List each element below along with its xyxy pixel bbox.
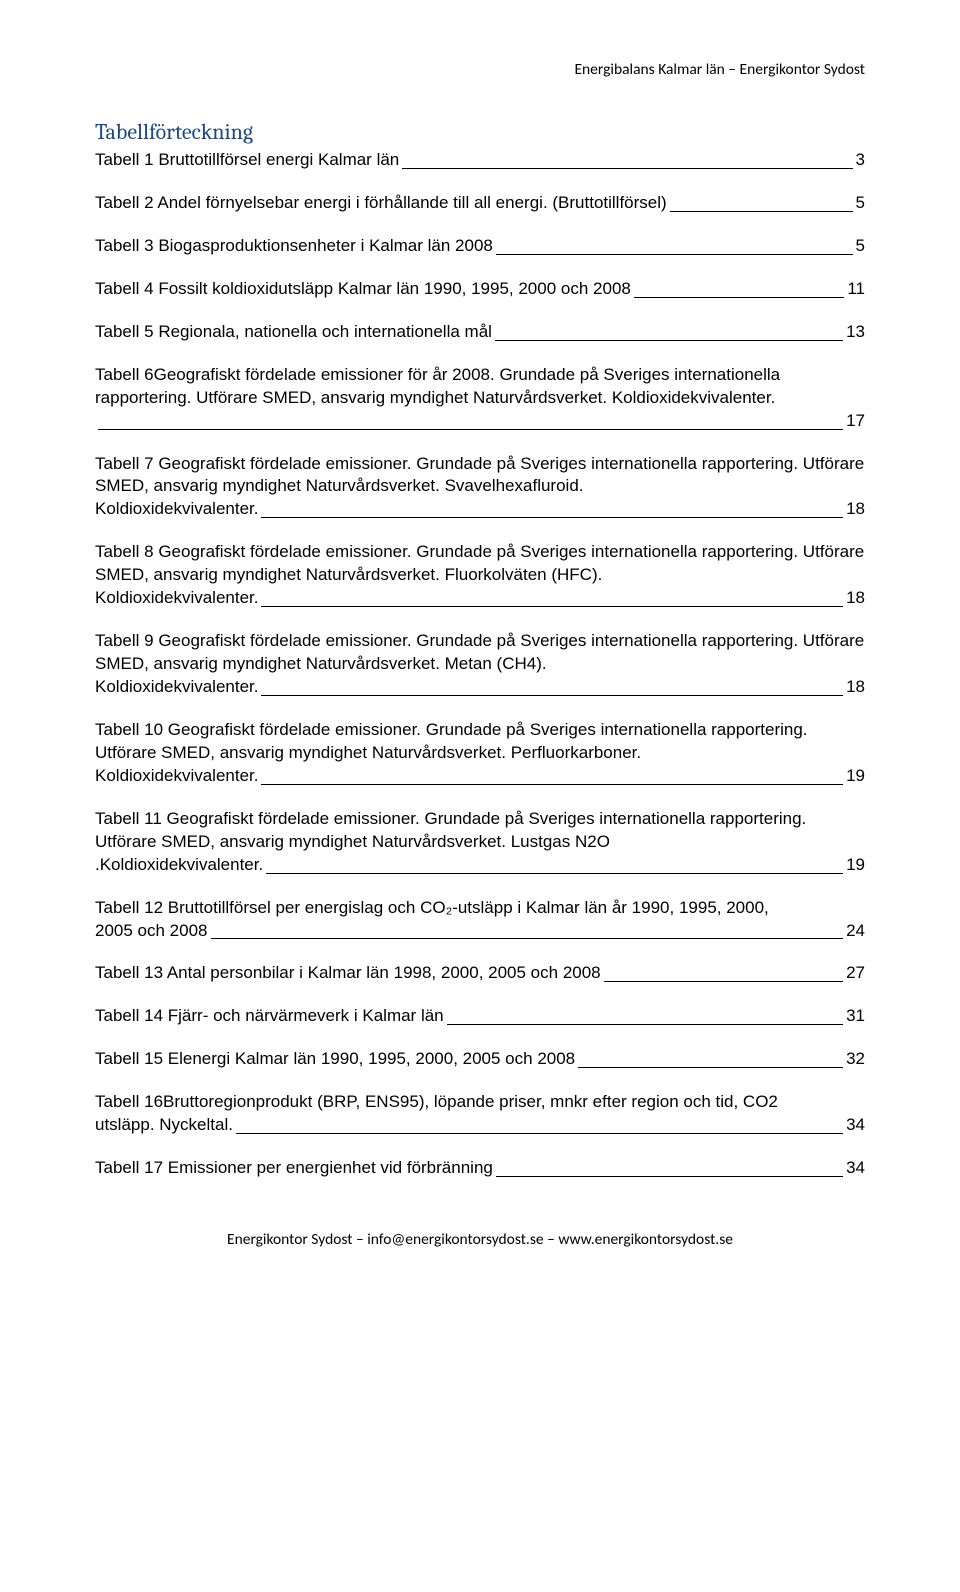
toc-leader — [261, 768, 843, 785]
toc-entry-page: 18 — [846, 676, 865, 699]
toc-entry-text: Tabell 15 Elenergi Kalmar län 1990, 1995… — [95, 1048, 575, 1071]
toc-entry-text: Tabell 1 Bruttotillförsel energi Kalmar … — [95, 149, 399, 172]
toc-entry-text-last: Koldioxidekvivalenter. — [95, 676, 258, 699]
toc-entry: Tabell 10 Geografiskt fördelade emission… — [95, 719, 865, 788]
toc-entry: Tabell 3 Biogasproduktionsenheter i Kalm… — [95, 235, 865, 258]
toc-entry: Tabell 5 Regionala, nationella och inter… — [95, 321, 865, 344]
toc-leader — [670, 195, 853, 212]
toc-entry: Tabell 7 Geografiskt fördelade emissione… — [95, 453, 865, 522]
toc-entry-text: Tabell 8 Geografiskt fördelade emissione… — [95, 541, 865, 587]
toc-entry: Tabell 8 Geografiskt fördelade emissione… — [95, 541, 865, 610]
toc-entry-text-last: 2005 och 2008 — [95, 920, 208, 943]
toc-leader — [236, 1117, 843, 1134]
toc-entry-text-last: Koldioxidekvivalenter. — [95, 587, 258, 610]
toc-leader — [496, 1160, 843, 1177]
toc-entry-text: Tabell 14 Fjärr- och närvärmeverk i Kalm… — [95, 1005, 444, 1028]
toc-leader — [261, 679, 843, 696]
toc-title: Tabellförteckning — [95, 119, 865, 145]
toc-entry: Tabell 6Geografiskt fördelade emissioner… — [95, 364, 865, 433]
toc-entry-text: Tabell 4 Fossilt koldioxidutsläpp Kalmar… — [95, 278, 631, 301]
toc-entry-page: 19 — [846, 765, 865, 788]
toc-entry-text: Tabell 2 Andel förnyelsebar energi i för… — [95, 192, 667, 215]
toc-entry-page: 3 — [856, 149, 865, 172]
toc-entry: Tabell 9 Geografiskt fördelade emissione… — [95, 630, 865, 699]
toc-entry: Tabell 1 Bruttotillförsel energi Kalmar … — [95, 149, 865, 172]
toc-leader — [604, 965, 843, 982]
toc-entry-page: 11 — [847, 278, 865, 301]
toc-entry-text: Tabell 7 Geografiskt fördelade emissione… — [95, 453, 865, 499]
toc-entry-text: Tabell 11 Geografiskt fördelade emission… — [95, 808, 865, 854]
toc-entry-text: Tabell 13 Antal personbilar i Kalmar län… — [95, 962, 601, 985]
toc-entry-page: 13 — [846, 321, 865, 344]
toc-entry-page: 27 — [846, 962, 865, 985]
toc-leader — [98, 413, 843, 430]
toc-entry-page: 18 — [846, 587, 865, 610]
toc-entry-text: Tabell 12 Bruttotillförsel per energisla… — [95, 897, 865, 920]
toc-entry-text: Tabell 9 Geografiskt fördelade emissione… — [95, 630, 865, 676]
toc-entry: Tabell 2 Andel förnyelsebar energi i för… — [95, 192, 865, 215]
toc-leader — [211, 922, 844, 939]
toc-entry-page: 18 — [846, 498, 865, 521]
toc-entry-page: 34 — [846, 1157, 865, 1180]
toc-entry-page: 17 — [846, 410, 865, 433]
toc-entry-page: 5 — [856, 192, 865, 215]
toc-leader — [578, 1051, 843, 1068]
toc-entry-text: Tabell 17 Emissioner per energienhet vid… — [95, 1157, 493, 1180]
toc-entry-text-last: .Koldioxidekvivalenter. — [95, 854, 263, 877]
toc-leader — [261, 501, 843, 518]
toc-entry: Tabell 14 Fjärr- och närvärmeverk i Kalm… — [95, 1005, 865, 1028]
toc-entry-page: 24 — [846, 920, 865, 943]
toc-leader — [634, 281, 844, 298]
toc-leader — [447, 1008, 843, 1025]
toc-entry-text: Tabell 5 Regionala, nationella och inter… — [95, 321, 492, 344]
page-header: Energibalans Kalmar län – Energikontor S… — [95, 60, 865, 79]
toc-entry-text: Tabell 16Bruttoregionprodukt (BRP, ENS95… — [95, 1091, 865, 1114]
toc-entry: Tabell 13 Antal personbilar i Kalmar län… — [95, 962, 865, 985]
toc-entry-text-last: Koldioxidekvivalenter. — [95, 498, 258, 521]
page-footer: Energikontor Sydost – info@energikontors… — [95, 1230, 865, 1249]
toc-leader — [261, 590, 843, 607]
toc-entry-page: 5 — [856, 235, 865, 258]
toc-entry-page: 32 — [846, 1048, 865, 1071]
toc-leader — [402, 152, 852, 169]
toc-entry-text: Tabell 10 Geografiskt fördelade emission… — [95, 719, 865, 765]
toc-entry: Tabell 16Bruttoregionprodukt (BRP, ENS95… — [95, 1091, 865, 1137]
toc-entry-text-last: Koldioxidekvivalenter. — [95, 765, 258, 788]
toc-entry-text-last: utsläpp. Nyckeltal. — [95, 1114, 233, 1137]
toc-leader — [496, 238, 853, 255]
document-page: Energibalans Kalmar län – Energikontor S… — [0, 0, 960, 1289]
toc-entry-page: 31 — [846, 1005, 865, 1028]
toc-entry-page: 19 — [846, 854, 865, 877]
toc-entry-text: Tabell 6Geografiskt fördelade emissioner… — [95, 364, 865, 410]
toc-leader — [495, 324, 843, 341]
toc-entry: Tabell 12 Bruttotillförsel per energisla… — [95, 897, 865, 943]
toc-entry-page: 34 — [846, 1114, 865, 1137]
toc-entry: Tabell 11 Geografiskt fördelade emission… — [95, 808, 865, 877]
toc-entry: Tabell 17 Emissioner per energienhet vid… — [95, 1157, 865, 1180]
toc-entry: Tabell 15 Elenergi Kalmar län 1990, 1995… — [95, 1048, 865, 1071]
toc-entry: Tabell 4 Fossilt koldioxidutsläpp Kalmar… — [95, 278, 865, 301]
toc-entry-text: Tabell 3 Biogasproduktionsenheter i Kalm… — [95, 235, 493, 258]
toc-leader — [266, 857, 843, 874]
